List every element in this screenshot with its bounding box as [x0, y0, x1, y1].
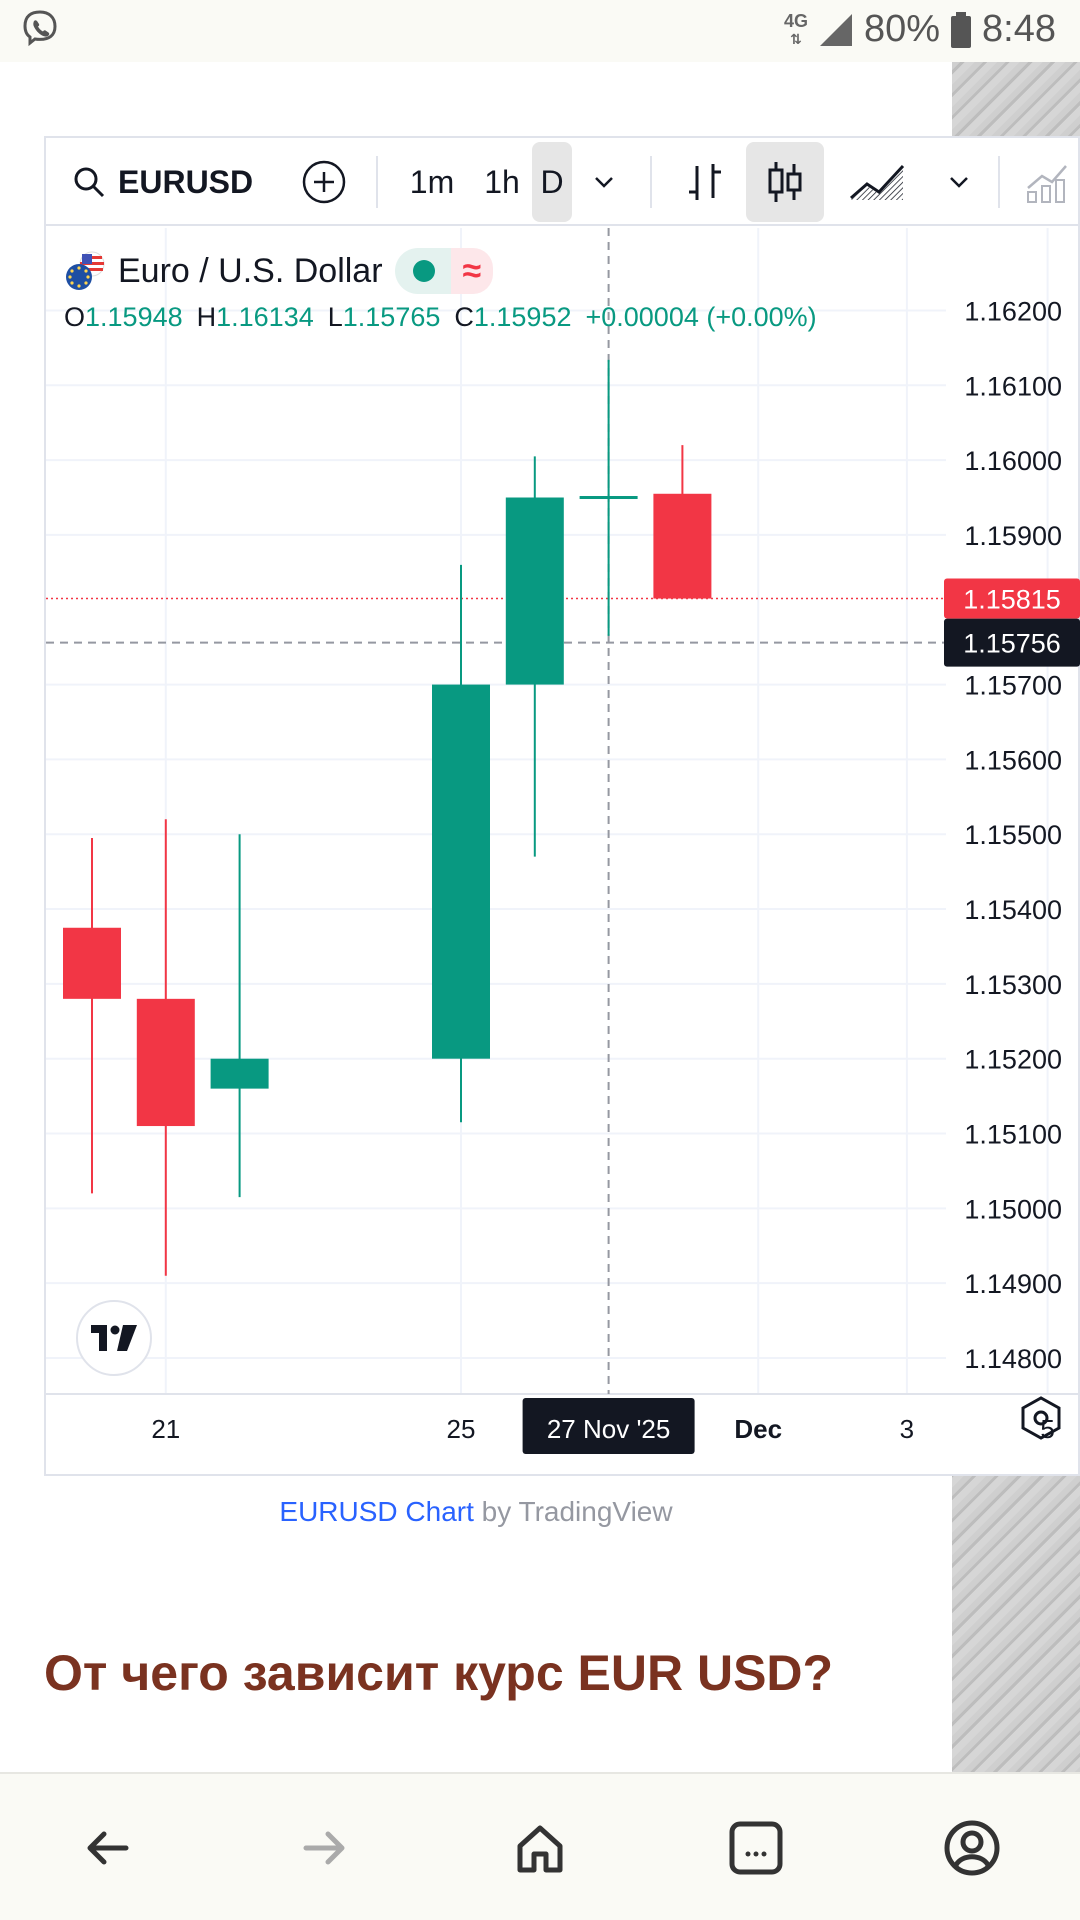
candle-body: [210, 1058, 269, 1089]
candles-chart-button[interactable]: [746, 142, 824, 222]
plus-circle-icon: [302, 160, 346, 204]
chevron-down-icon: [595, 177, 613, 188]
battery-icon: [951, 11, 972, 48]
market-open-dot-icon: [412, 260, 435, 282]
bars-chart-button[interactable]: [670, 138, 740, 226]
toolbar-separator: [650, 156, 652, 208]
y-tick-label: 1.15600: [964, 745, 1062, 775]
ohlc-bars-icon: [689, 164, 721, 200]
timeframe-1h[interactable]: 1h: [484, 163, 520, 200]
indicators-icon: [1027, 165, 1067, 203]
y-tick-label: 1.15900: [964, 521, 1062, 551]
crosshair-date-badge: [522, 1398, 695, 1454]
ohlc-low: L1.15765: [327, 302, 441, 332]
y-tick-label: 1.15200: [964, 1045, 1062, 1075]
y-tick-label: 1.15500: [964, 820, 1062, 850]
settings-gear-icon[interactable]: [1021, 1396, 1061, 1440]
status-bar: 4G ⇅ 80% 8:48: [0, 0, 1080, 62]
symbol-label: EURUSD: [118, 163, 254, 200]
toolbar-separator: [376, 156, 378, 208]
y-tick-label: 1.14900: [964, 1269, 1062, 1299]
candle-body: [432, 684, 490, 1059]
instrument-name: Euro / U.S. Dollar: [118, 251, 383, 290]
status-right: 4G ⇅ 80% 8:48: [784, 8, 1056, 51]
candle-body: [505, 497, 564, 685]
eur-usd-flag-icon: [66, 251, 105, 290]
market-status-pill[interactable]: ≈: [394, 248, 494, 294]
candle-body: [579, 496, 638, 500]
forward-arrow-icon[interactable]: [294, 1818, 354, 1878]
viber-icon: [23, 10, 57, 47]
chart-caption: EURUSD Chart by TradingView: [0, 1496, 952, 1528]
candlestick-chart[interactable]: 1.16200 1.16100 1.16000 1.15900 1.15700 1.156…: [46, 228, 1080, 1476]
crosshair-price-badge: [944, 618, 1080, 667]
area-chart-button[interactable]: [836, 138, 920, 226]
caption-suffix: by TradingView: [473, 1496, 673, 1527]
y-tick-label: 1.15100: [964, 1120, 1062, 1150]
x-tick-label: 21: [151, 1414, 180, 1444]
home-icon[interactable]: [510, 1818, 570, 1878]
y-tick-label: 1.14800: [964, 1344, 1062, 1374]
y-tick-label: 1.15400: [964, 895, 1062, 925]
crosshair-date-label: 27 Nov '25: [547, 1414, 671, 1444]
legend-symbol-row: Euro / U.S. Dollar ≈: [64, 248, 494, 294]
ohlc-high: H1.16134: [196, 302, 314, 332]
timeframe-d[interactable]: D: [532, 142, 572, 222]
toolbar-separator: [998, 156, 1000, 208]
chart-toolbar: EURUSD 1m 1h D: [46, 138, 1080, 226]
clock: 8:48: [982, 8, 1056, 50]
chevron-down-icon: [950, 177, 968, 188]
ohlc-close: C1.15952: [454, 302, 572, 332]
account-icon[interactable]: [942, 1818, 1002, 1878]
x-tick-label: Dec: [734, 1414, 782, 1444]
ohlc-legend: O1.15948 H1.16134 L1.15765 C1.15952 +0.0…: [64, 302, 817, 333]
network-indicator: 4G ⇅: [783, 10, 808, 47]
back-arrow-icon[interactable]: [78, 1818, 138, 1878]
y-tick-label: 1.16100: [964, 371, 1062, 401]
chart-type-dropdown[interactable]: [934, 138, 984, 226]
tabs-icon[interactable]: [726, 1818, 786, 1878]
compare-symbol-button[interactable]: [296, 138, 352, 226]
approx-icon: ≈: [450, 248, 494, 294]
tradingview-logo[interactable]: [76, 1300, 152, 1376]
ohlc-open: O1.15948: [64, 302, 183, 332]
timeframe-dropdown[interactable]: [576, 138, 632, 226]
search-icon: [74, 167, 105, 198]
y-tick-label: 1.15700: [964, 671, 1062, 701]
x-tick-label: 25: [447, 1414, 476, 1444]
ohlc-change: +0.00004 (+0.00%): [585, 302, 817, 332]
candle-body: [63, 927, 121, 999]
y-tick-label: 1.16200: [964, 296, 1062, 326]
candle-body: [653, 493, 712, 599]
indicators-button[interactable]: [1012, 138, 1080, 226]
last-price-label: 1.15815: [963, 585, 1061, 615]
crosshair-price-label: 1.15756: [963, 629, 1061, 659]
y-tick-label: 1.16000: [964, 446, 1062, 476]
candlestick-icon: [768, 162, 802, 202]
y-tick-label: 1.15000: [964, 1194, 1062, 1224]
timeframe-1m[interactable]: 1m: [409, 163, 455, 200]
area-chart-icon: [850, 164, 905, 200]
last-price-badge: [944, 578, 1080, 619]
chart-area[interactable]: 1.16200 1.16100 1.16000 1.15900 1.15700 1.156…: [46, 228, 1080, 1476]
settings-gear-center: [1033, 1410, 1049, 1426]
symbol-search-button[interactable]: EURUSD: [72, 138, 282, 226]
article-heading: От чего зависит курс EUR USD?: [44, 1645, 834, 1701]
tradingview-widget: EURUSD 1m 1h D 1.16200 1.16100 1.16000 1.: [44, 136, 1080, 1476]
browser-navbar: [0, 1772, 1080, 1920]
chart-link[interactable]: EURUSD Chart: [279, 1496, 474, 1527]
signal-icon: [819, 13, 852, 46]
battery-percent: 80%: [863, 8, 941, 50]
tradingview-logo-icon: [91, 1325, 137, 1351]
y-tick-label: 1.15300: [964, 970, 1062, 1000]
x-tick-label: 3: [900, 1414, 914, 1444]
candle-body: [136, 998, 195, 1127]
